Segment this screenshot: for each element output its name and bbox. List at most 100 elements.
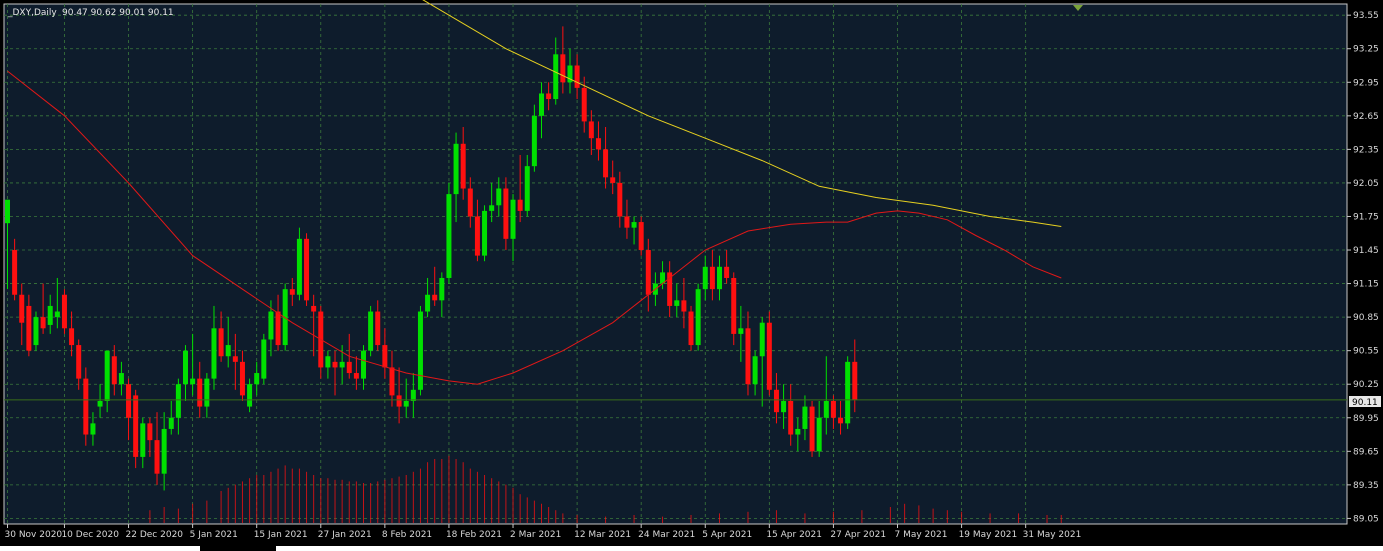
candle-body [638, 222, 644, 251]
candle-body [218, 328, 224, 357]
candle-body [510, 199, 516, 239]
candle-body [12, 250, 18, 295]
candle-body [425, 294, 431, 312]
y-tick-label: 91.75 [1353, 212, 1379, 222]
candle-body [175, 384, 181, 418]
candle-body [375, 311, 381, 346]
candle-body [453, 143, 459, 195]
candle-body [788, 400, 794, 435]
candle-body [845, 361, 851, 424]
y-axis: 93.55 93.25 92.95 92.65 92.35 92.05 91.75 91.45… [1347, 11, 1379, 524]
candle-body [496, 188, 502, 206]
candle-body [595, 138, 601, 150]
y-tick-label: 92.65 [1353, 112, 1379, 122]
candle-body [410, 389, 416, 401]
candle-body [83, 378, 89, 435]
candle-body [289, 289, 295, 295]
x-tick-label: 8 Feb 2021 [382, 530, 432, 540]
y-tick-label: 89.05 [1353, 514, 1379, 524]
x-tick-label: 18 Feb 2021 [446, 530, 502, 540]
candle-body [631, 222, 637, 228]
y-tick-label: 91.15 [1353, 280, 1379, 290]
candle-body [97, 400, 103, 407]
y-tick-label: 92.05 [1353, 179, 1379, 189]
candle-body [332, 361, 338, 368]
candle-body [745, 328, 751, 385]
candle-body [325, 356, 331, 368]
y-tick-label: 92.35 [1353, 145, 1379, 155]
header-ohlc: 90.47 90.62 90.01 90.11 [62, 8, 174, 18]
candle-body [118, 373, 124, 385]
candle-body [254, 373, 260, 385]
ma-slow-line [422, 0, 1062, 227]
candle-body [724, 266, 730, 278]
candle-body [183, 350, 188, 385]
candle-body [133, 395, 139, 457]
candle-body [311, 305, 317, 312]
x-tick-label: 12 Mar 2021 [574, 530, 631, 540]
candle-body [19, 294, 25, 323]
candle-body [346, 361, 352, 374]
candle-body [823, 400, 829, 418]
candle-body [26, 305, 32, 351]
candle-body [838, 417, 844, 424]
candle-body [47, 305, 53, 325]
candle-body [232, 356, 238, 362]
candle-body [76, 345, 82, 379]
candle-body [33, 317, 39, 346]
candle-body [197, 378, 203, 407]
candle-body [645, 250, 651, 295]
candle-body [239, 361, 245, 396]
candle-body [688, 311, 694, 346]
candle-body [211, 328, 217, 379]
scrollbar-left[interactable] [0, 546, 200, 551]
y-tick-label: 89.65 [1353, 447, 1379, 457]
candle-body [417, 311, 423, 390]
candlesticks [5, 26, 858, 491]
candle-body [553, 54, 559, 100]
candle-body [460, 143, 466, 189]
candle-body [830, 400, 836, 418]
y-tick-label: 89.95 [1353, 414, 1379, 424]
candle-body [752, 356, 758, 385]
candle-body [225, 345, 231, 357]
candle-body [5, 199, 10, 224]
candle-body [247, 384, 253, 407]
y-tick-label: 90.55 [1353, 347, 1379, 357]
candle-body [204, 378, 210, 407]
x-tick-label: 7 May 2021 [895, 530, 948, 540]
candle-body [296, 238, 302, 295]
x-tick-label: 10 Dec 2020 [61, 530, 119, 540]
x-tick-label: 15 Jan 2021 [254, 530, 308, 540]
candle-body [261, 339, 267, 379]
candle-body [717, 266, 722, 290]
candle-body [382, 345, 388, 368]
candle-body [681, 300, 687, 312]
candle-body [104, 350, 110, 401]
candle-body [546, 93, 552, 100]
y-tick-label: 93.55 [1353, 11, 1379, 21]
candle-body [111, 356, 117, 385]
ma-fast-line [7, 70, 1062, 385]
candle-body [147, 423, 153, 441]
plot-area[interactable] [3, 3, 1348, 525]
last-price-tag [1349, 396, 1381, 407]
candle-body [439, 277, 445, 301]
x-tick-label: 27 Apr 2021 [830, 530, 886, 540]
candle-body [389, 367, 395, 396]
candle-body [489, 205, 495, 211]
candle-body [816, 417, 822, 452]
x-axis: 30 Nov 2020 10 Dec 2020 22 Dec 2020 5 Jan 2… [5, 524, 1081, 540]
candle-body [617, 182, 623, 217]
candle-body [781, 400, 787, 413]
candle-body [503, 188, 509, 239]
candle-body [361, 350, 366, 379]
candle-body [282, 289, 288, 346]
candle-body [126, 384, 132, 418]
scrollbar-right[interactable] [276, 546, 1383, 551]
candle-body [140, 423, 146, 457]
candle-body [474, 216, 480, 256]
candle-body [61, 294, 67, 329]
candle-body [268, 311, 274, 340]
